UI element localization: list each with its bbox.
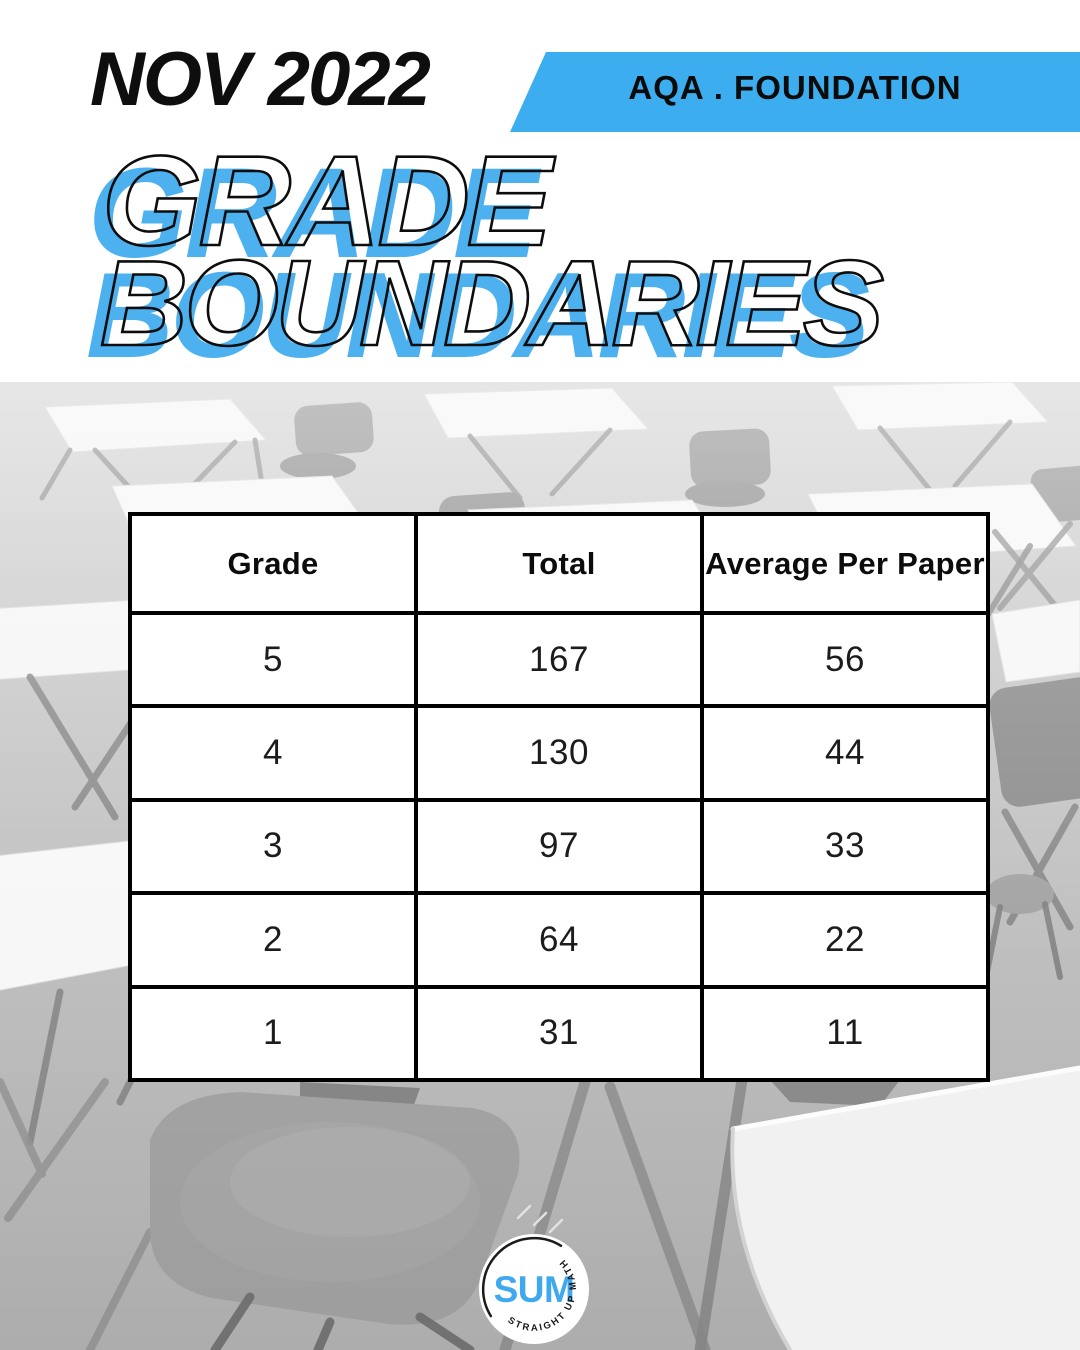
table-cell: 1 bbox=[128, 984, 418, 1083]
table-cell: 11 bbox=[700, 984, 990, 1083]
table-header-row: Grade Total Average Per Paper bbox=[128, 512, 990, 615]
table-cell: 5 bbox=[128, 610, 418, 709]
logo-circle bbox=[479, 1234, 589, 1344]
table-cell: 130 bbox=[414, 704, 704, 802]
title-line-boundaries-outline: BOUNDARIES bbox=[99, 235, 886, 371]
logo-text: SUM bbox=[494, 1269, 575, 1310]
exam-board-label: AQA . FOUNDATION bbox=[628, 69, 962, 106]
table-cell: 56 bbox=[700, 610, 990, 709]
sum-logo: SUM STRAIGHT UP MATHS bbox=[473, 1221, 591, 1350]
table-row: 3 97 33 bbox=[128, 797, 990, 896]
table-cell: 2 bbox=[128, 891, 418, 989]
table-row: 2 64 22 bbox=[128, 891, 990, 989]
table-row: 4 130 44 bbox=[128, 704, 990, 802]
column-header-average: Average Per Paper bbox=[700, 512, 990, 615]
table-cell: 3 bbox=[128, 797, 418, 896]
title-line-grade-outline: GRADE bbox=[101, 130, 554, 273]
title-line-boundaries-fill: BOUNDARIES bbox=[86, 247, 870, 383]
table-cell: 64 bbox=[414, 891, 704, 989]
date-label: NOV 2022 bbox=[90, 37, 431, 122]
table-row: 1 31 11 bbox=[128, 984, 990, 1083]
title-line-grade-fill: GRADE bbox=[88, 142, 538, 285]
table-cell: 4 bbox=[128, 704, 418, 802]
table-cell: 22 bbox=[700, 891, 990, 989]
column-header-grade: Grade bbox=[128, 512, 418, 615]
table-row: 5 167 56 bbox=[128, 610, 990, 709]
table-cell: 44 bbox=[700, 704, 990, 802]
column-header-total: Total bbox=[414, 512, 704, 615]
table-cell: 33 bbox=[700, 797, 990, 896]
grade-boundaries-table: Grade Total Average Per Paper 5 167 56 4… bbox=[128, 512, 990, 1083]
table-cell: 97 bbox=[414, 797, 704, 896]
table-cell: 31 bbox=[414, 984, 704, 1083]
exam-board-banner: AQA . FOUNDATION bbox=[510, 52, 1080, 132]
table-cell: 167 bbox=[414, 610, 704, 709]
logo-border-arc bbox=[481, 1236, 563, 1318]
